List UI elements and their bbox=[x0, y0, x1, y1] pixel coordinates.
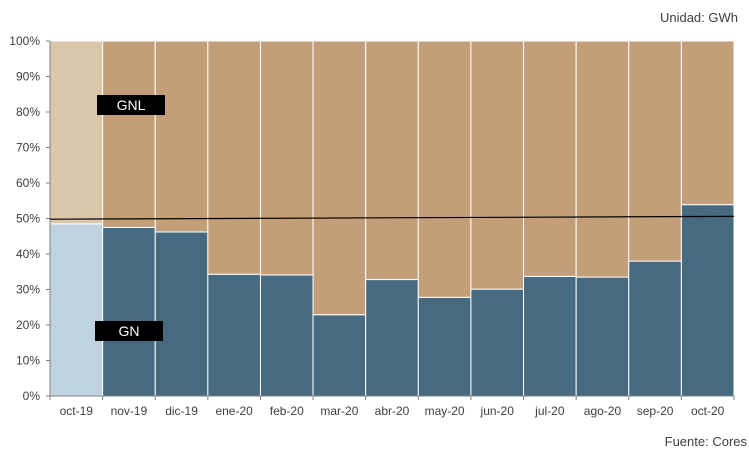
x-tick-label: dic-19 bbox=[165, 404, 198, 418]
series-labels: GN GNL bbox=[95, 95, 165, 341]
y-tick-label: 70% bbox=[16, 141, 40, 155]
bar-gnl bbox=[417, 40, 472, 298]
bar-gnl bbox=[49, 40, 104, 225]
bar-gnl bbox=[102, 40, 156, 228]
reference-line bbox=[49, 215, 735, 220]
x-tick-label: nov-19 bbox=[111, 404, 148, 418]
bar-gn bbox=[49, 223, 104, 397]
y-tick-label: 100% bbox=[9, 34, 40, 48]
x-tick-label: ene-20 bbox=[215, 404, 253, 418]
y-tick-label: 60% bbox=[16, 176, 40, 190]
bar-gn bbox=[207, 273, 261, 397]
bar-gnl bbox=[154, 40, 209, 233]
x-tick-label: may-20 bbox=[425, 404, 465, 418]
bar-gnl bbox=[680, 40, 735, 206]
y-tick-label: 90% bbox=[16, 70, 40, 84]
source-note: Fuente: Cores bbox=[665, 434, 748, 449]
series-label-gnl: GNL bbox=[117, 97, 146, 113]
unit-note: Unidad: GWh bbox=[660, 10, 738, 25]
y-tick-label: 30% bbox=[16, 283, 40, 297]
bar-gn bbox=[523, 275, 577, 397]
y-tick-label: 50% bbox=[16, 212, 40, 226]
x-tick-label: feb-20 bbox=[270, 404, 304, 418]
bar-gn bbox=[680, 204, 735, 397]
y-tick-label: 40% bbox=[16, 247, 40, 261]
bar-gnl bbox=[523, 40, 577, 277]
series-label-gn: GN bbox=[119, 323, 140, 339]
x-tick-label: oct-19 bbox=[60, 404, 94, 418]
x-tick-label: jul-20 bbox=[534, 404, 565, 418]
y-axis-labels: 0% 10% 20% 30% 40% 50% 60% 70% 80% 90% 100% bbox=[9, 34, 40, 403]
bar-gn bbox=[259, 274, 314, 397]
bars bbox=[49, 40, 735, 397]
x-tick-label: oct-20 bbox=[691, 404, 725, 418]
bar-gn bbox=[470, 288, 525, 397]
y-tick-label: 80% bbox=[16, 105, 40, 119]
bar-gnl bbox=[365, 40, 419, 281]
bar-gn bbox=[312, 314, 367, 397]
y-tick-label: 10% bbox=[16, 354, 40, 368]
bar-gn bbox=[154, 231, 209, 397]
bar-gn bbox=[365, 279, 419, 397]
x-tick-label: mar-20 bbox=[320, 404, 358, 418]
axes bbox=[46, 40, 735, 400]
x-tick-label: sep-20 bbox=[637, 404, 674, 418]
x-tick-label: jun-20 bbox=[480, 404, 515, 418]
y-tick-label: 0% bbox=[23, 389, 41, 403]
bar-gnl bbox=[575, 40, 630, 278]
bar-gn bbox=[575, 276, 630, 397]
bar-gnl bbox=[470, 40, 525, 290]
x-axis-labels: oct-19 nov-19 dic-19 ene-20 feb-20 mar-20 abr-… bbox=[60, 404, 725, 418]
series-label-box-gnl bbox=[97, 95, 165, 115]
bar-gn bbox=[628, 260, 682, 397]
bar-gnl bbox=[312, 40, 367, 316]
bar-gnl bbox=[628, 40, 682, 262]
x-tick-label: abr-20 bbox=[375, 404, 410, 418]
bar-gn bbox=[417, 296, 472, 397]
series-label-box-gn bbox=[95, 321, 163, 341]
x-tick-label: ago-20 bbox=[584, 404, 622, 418]
bar-gnl bbox=[259, 40, 314, 276]
bar-gnl bbox=[207, 40, 261, 275]
y-tick-label: 20% bbox=[16, 318, 40, 332]
bar-gn bbox=[102, 226, 156, 397]
